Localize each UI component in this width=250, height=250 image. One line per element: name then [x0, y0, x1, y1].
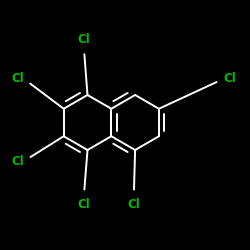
Text: Cl: Cl — [11, 155, 24, 168]
Text: Cl: Cl — [78, 198, 90, 210]
Text: Cl: Cl — [128, 198, 140, 210]
Text: Cl: Cl — [78, 33, 90, 46]
Text: Cl: Cl — [11, 72, 24, 85]
Text: Cl: Cl — [224, 72, 236, 85]
